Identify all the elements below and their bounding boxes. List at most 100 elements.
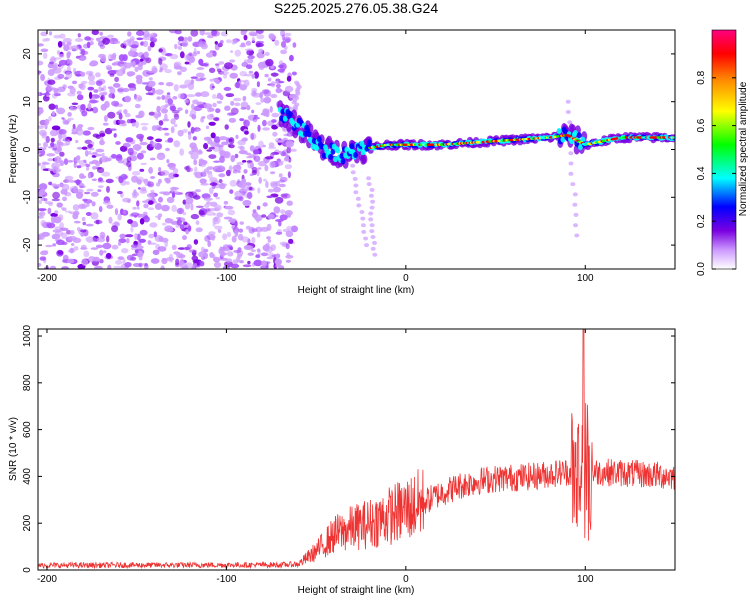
noise-speck <box>213 160 221 163</box>
noise-speck <box>269 161 276 169</box>
noise-speck <box>123 175 129 179</box>
noise-speck <box>74 38 84 42</box>
noise-speck <box>224 124 229 130</box>
noise-speck <box>81 146 88 150</box>
noise-speck <box>55 183 65 188</box>
noise-speck <box>136 30 145 36</box>
colorbar-gradient <box>711 29 737 270</box>
ridge-mid <box>316 136 322 143</box>
noise-speck <box>236 164 241 169</box>
noise-speck <box>117 190 123 195</box>
ridge-mid <box>311 137 317 144</box>
noise-speck <box>123 40 130 46</box>
noise-speck <box>246 160 253 163</box>
spur-speck <box>565 110 571 114</box>
spur-speck <box>369 205 375 210</box>
noise-speck <box>128 87 136 91</box>
spur-speck <box>366 182 372 187</box>
noise-speck <box>255 254 261 259</box>
noise-speck <box>111 153 117 159</box>
noise-speck <box>203 103 213 109</box>
noise-speck <box>177 129 184 137</box>
noise-speck <box>38 199 43 204</box>
noise-speck <box>243 169 248 174</box>
noise-speck <box>85 163 91 167</box>
noise-speck <box>209 252 215 258</box>
noise-speck <box>216 165 224 172</box>
ridge-mid <box>569 138 574 145</box>
noise-speck <box>131 244 138 248</box>
noise-speck <box>159 63 168 71</box>
noise-speck <box>186 94 196 98</box>
noise-speck <box>71 80 78 85</box>
noise-speck <box>156 96 161 100</box>
spur-speck <box>574 233 580 238</box>
noise-speck <box>284 210 293 216</box>
noise-speck <box>136 133 145 140</box>
noise-speck <box>173 140 181 148</box>
noise-speck <box>50 216 56 224</box>
noise-speck <box>52 236 57 240</box>
noise-speck <box>142 263 145 266</box>
noise-speck <box>226 112 236 117</box>
noise-speck <box>274 258 282 266</box>
spur-speck <box>568 161 574 166</box>
noise-speck <box>227 209 236 216</box>
noise-speck <box>261 260 267 267</box>
noise-speck <box>171 110 180 114</box>
noise-speck <box>200 246 205 253</box>
noise-speck <box>118 176 124 184</box>
noise-speck <box>201 116 206 119</box>
noise-speck <box>292 42 297 48</box>
noise-speck <box>52 147 57 151</box>
spur-speck <box>352 176 358 181</box>
noise-speck <box>226 39 232 44</box>
spur-speck <box>370 246 376 251</box>
noise-speck <box>87 86 95 91</box>
noise-speck <box>177 217 186 223</box>
noise-speck <box>270 182 278 189</box>
noise-speck <box>205 125 210 130</box>
noise-speck <box>48 31 53 36</box>
noise-speck <box>255 42 264 48</box>
noise-speck <box>164 228 174 232</box>
noise-speck <box>94 265 103 269</box>
noise-speck <box>75 139 79 144</box>
noise-speck <box>246 104 251 111</box>
noise-speck <box>102 200 111 205</box>
noise-speck <box>124 262 132 268</box>
spur-speck <box>350 170 356 175</box>
noise-speck <box>157 217 161 220</box>
spur-speck <box>372 252 378 257</box>
noise-speck <box>251 92 261 98</box>
noise-speck <box>204 203 210 208</box>
noise-speck <box>80 184 86 189</box>
spur-speck <box>568 171 574 176</box>
noise-speck <box>252 209 257 213</box>
noise-speck <box>243 34 248 41</box>
noise-speck <box>288 238 294 244</box>
noise-speck <box>47 84 53 91</box>
noise-speck <box>269 171 276 175</box>
noise-speck <box>206 114 215 120</box>
noise-speck <box>115 141 121 145</box>
noise-speck <box>148 233 155 239</box>
noise-speck <box>177 45 183 51</box>
noise-speck <box>208 67 216 74</box>
ridge-mid <box>280 108 286 115</box>
noise-speck <box>73 246 79 251</box>
noise-speck <box>62 133 67 140</box>
snr-x-tick-label: -200 <box>37 574 57 585</box>
noise-speck <box>106 235 110 243</box>
noise-speck <box>85 212 92 216</box>
noise-speck <box>200 171 207 177</box>
noise-speck <box>196 150 203 155</box>
noise-speck <box>215 63 220 66</box>
noise-speck <box>88 150 92 155</box>
noise-speck <box>161 95 166 100</box>
noise-speck <box>130 226 134 233</box>
colorbar-tick-label: 0.8 <box>696 70 707 84</box>
noise-speck <box>48 181 53 186</box>
noise-speck <box>290 148 297 152</box>
noise-speck <box>263 89 271 97</box>
